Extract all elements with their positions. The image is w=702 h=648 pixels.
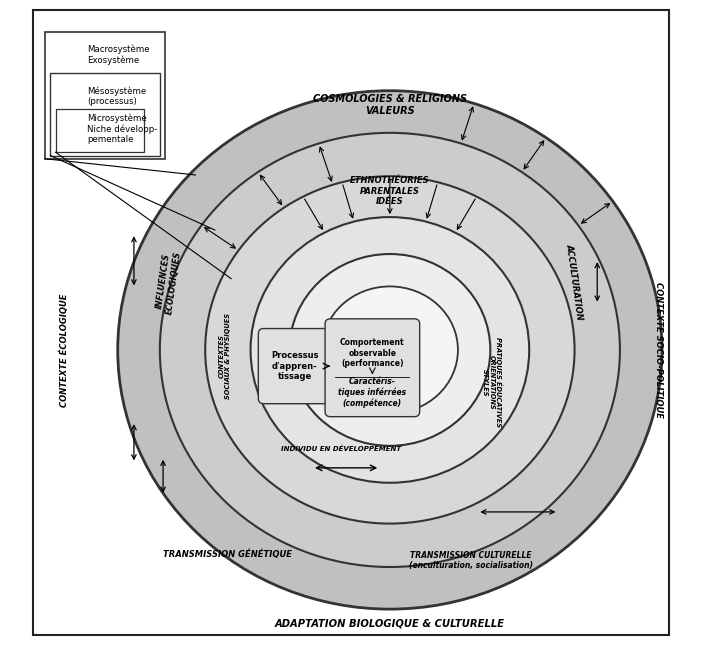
Text: CONTEXTES
SOCIAUX & PHYSIQUES: CONTEXTES SOCIAUX & PHYSIQUES	[218, 314, 231, 399]
FancyBboxPatch shape	[258, 329, 330, 404]
Text: TRANSMISSION GÉNÉTIQUE: TRANSMISSION GÉNÉTIQUE	[164, 550, 292, 559]
Bar	[55, 109, 145, 152]
Ellipse shape	[205, 176, 574, 524]
Text: Macrosystème
Exosystème: Macrosystème Exosystème	[87, 44, 150, 65]
Text: Mésosystème
(processus): Mésosystème (processus)	[87, 86, 147, 106]
Text: ADAPTATION BIOLOGIQUE & CULTURELLE: ADAPTATION BIOLOGIQUE & CULTURELLE	[274, 618, 505, 629]
Bar	[51, 73, 161, 156]
Text: Comportement
observable
(performance): Comportement observable (performance)	[340, 338, 404, 368]
Text: INFLUENCES
ÉCOLOGIQUES: INFLUENCES ÉCOLOGIQUES	[154, 249, 183, 315]
Ellipse shape	[289, 254, 490, 446]
Ellipse shape	[322, 286, 458, 413]
FancyBboxPatch shape	[325, 319, 420, 417]
Text: ACCULTURATION: ACCULTURATION	[564, 243, 584, 321]
Ellipse shape	[251, 217, 529, 483]
Bar	[45, 32, 165, 159]
Text: CONTEXTE ÉCOLOGIQUE: CONTEXTE ÉCOLOGIQUE	[60, 293, 69, 407]
Text: Processus
d'appren-
tissage: Processus d'appren- tissage	[271, 351, 319, 381]
Text: CONTEXTE SOCIO-POLITIQUE: CONTEXTE SOCIO-POLITIQUE	[654, 282, 663, 418]
Text: ETHNOTHÉORIES
PARENTALES
IDÉES: ETHNOTHÉORIES PARENTALES IDÉES	[350, 176, 430, 206]
Text: Caractéris-
tiques inférrées
(compétence): Caractéris- tiques inférrées (compétence…	[338, 376, 406, 408]
Text: PRATIQUES ÉDUCATIVES
ORIENTATIONS
STYLES: PRATIQUES ÉDUCATIVES ORIENTATIONS STYLES	[482, 337, 503, 428]
Text: INDIVIDU EN DÉVELOPPEMENT: INDIVIDU EN DÉVELOPPEMENT	[282, 445, 402, 452]
Text: Microsystème
Niche développ-
pementale: Microsystème Niche développ- pementale	[87, 113, 158, 145]
Text: TRANSMISSION CULTURELLE
(enculturation, socialisation): TRANSMISSION CULTURELLE (enculturation, …	[409, 551, 533, 570]
Ellipse shape	[118, 91, 662, 609]
Text: COSMOLOGIES & RELIGIONS
VALEURS: COSMOLOGIES & RELIGIONS VALEURS	[313, 94, 467, 116]
Ellipse shape	[160, 133, 620, 567]
